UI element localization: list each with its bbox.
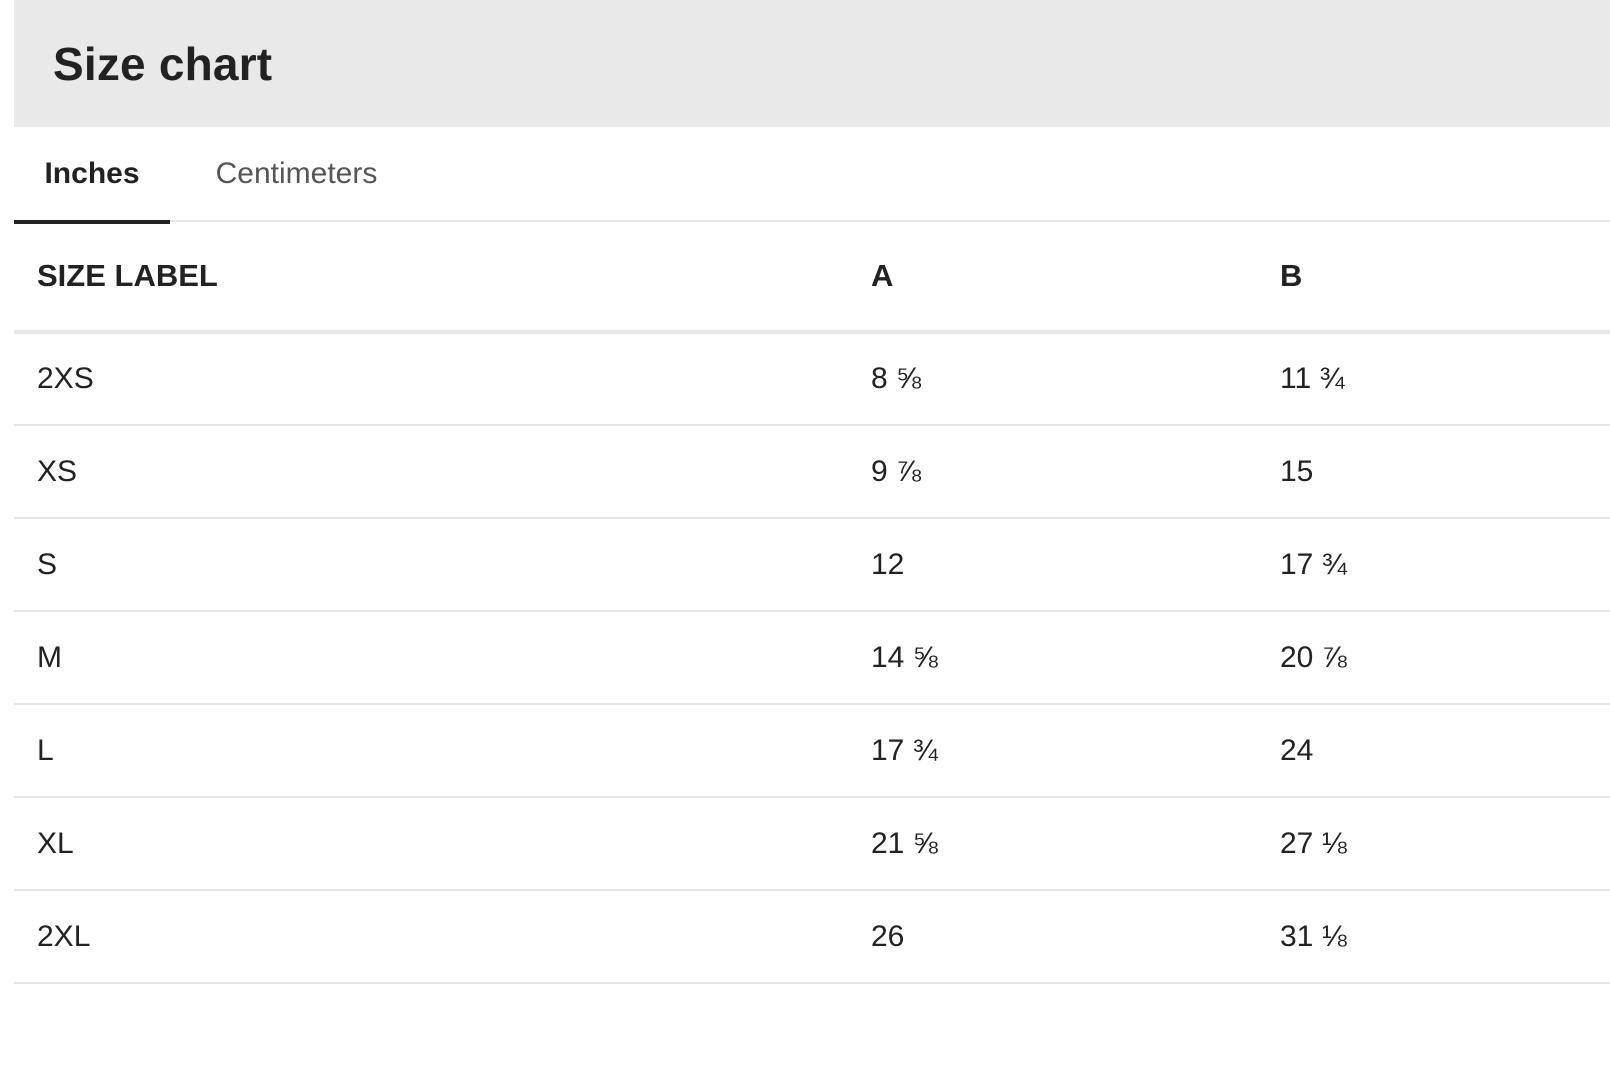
measurement-a-cell: 17 ¾ [848,704,1257,798]
size-label-cell: L [14,704,848,798]
table-row: 2XS 8 ⅝ 11 ¾ [14,332,1610,426]
size-label-cell: 2XS [14,332,848,426]
column-header-a: A [848,222,1257,334]
size-label-cell: 2XL [14,890,848,984]
measurement-b-cell: 27 ⅛ [1257,797,1610,891]
size-chart-panel: Size chart Inches Centimeters SIZE LABEL… [14,0,1610,1074]
table-header-row: SIZE LABEL A B [14,222,1610,334]
tab-inches[interactable]: Inches [14,127,170,224]
measurement-b-cell: 31 ⅛ [1257,890,1610,984]
column-header-size-label: SIZE LABEL [14,222,848,334]
size-table: SIZE LABEL A B 2XS 8 ⅝ 11 ¾ XS 9 ⅞ 15 S … [14,222,1610,984]
table-row: L 17 ¾ 24 [14,704,1610,798]
measurement-b-cell: 17 ¾ [1257,518,1610,612]
page-title: Size chart [53,37,273,90]
size-label-cell: S [14,518,848,612]
measurement-b-cell: 11 ¾ [1257,332,1610,426]
unit-tabs: Inches Centimeters [14,127,1610,224]
column-header-b: B [1257,222,1610,334]
table-row: M 14 ⅝ 20 ⅞ [14,611,1610,705]
size-chart-header: Size chart [14,0,1610,127]
measurement-a-cell: 26 [848,890,1257,984]
table-row: XS 9 ⅞ 15 [14,425,1610,519]
measurement-a-cell: 8 ⅝ [848,332,1257,426]
measurement-b-cell: 15 [1257,425,1610,519]
tab-centimeters[interactable]: Centimeters [215,156,378,190]
measurement-a-cell: 9 ⅞ [848,425,1257,519]
table-row: XL 21 ⅝ 27 ⅛ [14,797,1610,891]
measurement-b-cell: 24 [1257,704,1610,798]
table-row: S 12 17 ¾ [14,518,1610,612]
measurement-a-cell: 14 ⅝ [848,611,1257,705]
measurement-b-cell: 20 ⅞ [1257,611,1610,705]
size-label-cell: M [14,611,848,705]
measurement-a-cell: 12 [848,518,1257,612]
size-label-cell: XS [14,425,848,519]
size-label-cell: XL [14,797,848,891]
table-row: 2XL 26 31 ⅛ [14,890,1610,984]
measurement-a-cell: 21 ⅝ [848,797,1257,891]
